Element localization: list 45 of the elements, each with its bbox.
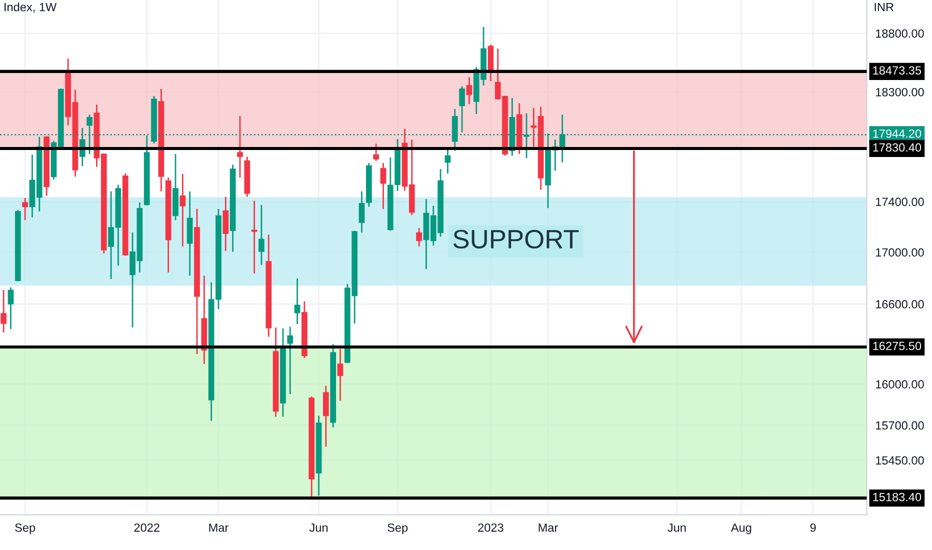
candlestick [258, 204, 264, 266]
candlestick [0, 289, 7, 334]
y-tick-label: 17400.00 [876, 198, 924, 206]
candlestick [358, 190, 365, 234]
x-tick-label: Aug [730, 524, 752, 534]
candlestick [237, 115, 243, 178]
x-tick-label: Sep [388, 523, 408, 534]
candlestick [8, 286, 14, 330]
y-tick-label: 18800.00 [876, 29, 924, 38]
candlestick [416, 227, 422, 248]
band-label: SUPPORT [453, 230, 579, 249]
candlestick [466, 76, 472, 105]
candlestick [294, 278, 300, 325]
y-tick-label: 15700.00 [876, 421, 924, 430]
candlestick [459, 86, 465, 134]
ref-line-label: 18473.35 [873, 66, 922, 75]
x-tick-label: Mar [209, 524, 228, 532]
x-tick-label: 2023 [478, 523, 504, 532]
candlestick [444, 148, 451, 174]
y-tick-label: 16600.00 [876, 300, 924, 308]
y-tick-label: 15450.00 [876, 456, 924, 465]
candlestick [287, 326, 294, 395]
candlestick [337, 348, 344, 402]
candlestick [251, 200, 258, 274]
x-tick-label: Mar [538, 524, 558, 532]
candlestick [373, 143, 379, 162]
x-tick-label: Jun [309, 524, 328, 532]
ref-line-label: 17944.20 [873, 129, 922, 138]
candlestick [180, 173, 186, 248]
candlestick [222, 196, 229, 252]
ref-line-label: 17830.40 [873, 143, 922, 152]
y-axis-title: INR [874, 3, 894, 12]
chart-title: Index, 1W [4, 2, 57, 13]
candlestick [323, 385, 329, 448]
y-tick-label: 16000.00 [876, 380, 924, 388]
candlestick [22, 197, 28, 221]
x-tick-label: 2022 [134, 523, 160, 532]
x-tick-label: 9 [810, 523, 816, 532]
x-tick-label: Sep [15, 523, 36, 534]
candlestick [380, 162, 386, 210]
ref-line-label: 15183.40 [873, 492, 922, 502]
y-tick-label: 18300.00 [876, 88, 924, 96]
y-tick-label: 17000.00 [876, 248, 924, 257]
x-tick-label: Jun [668, 524, 686, 532]
ref-line-label: 16275.50 [873, 342, 922, 350]
